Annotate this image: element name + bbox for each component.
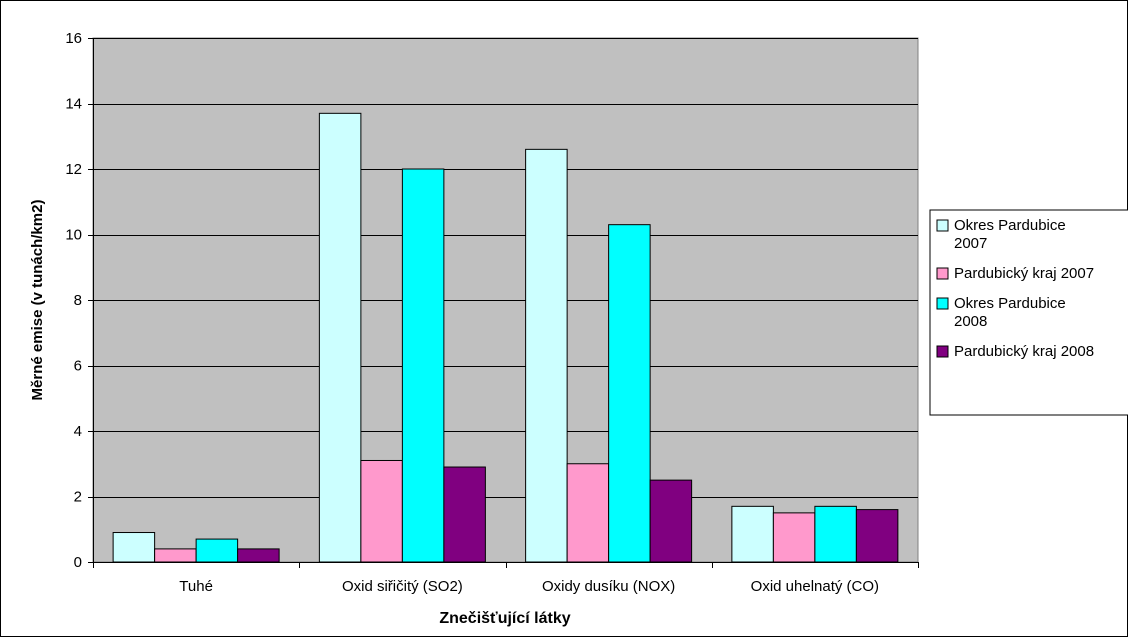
- bar: [112, 532, 156, 563]
- y-tick-label: 14: [65, 96, 82, 113]
- legend-label: 2008: [954, 313, 987, 330]
- x-tick-label: Oxidy dusíku (NOX): [542, 578, 675, 595]
- x-tick-label: Oxid uhelnatý (CO): [751, 578, 879, 595]
- legend-label: Pardubický kraj 2007: [954, 265, 1094, 282]
- y-tick-label: 4: [74, 423, 82, 440]
- bar: [608, 224, 651, 563]
- y-tick-labels: 0 2 4 6 8 10 12 14 16: [65, 30, 82, 571]
- legend-swatch: [936, 345, 949, 358]
- bar: [443, 466, 486, 563]
- x-tick-label: Oxid siřičitý (SO2): [342, 578, 463, 595]
- y-tick-label: 6: [74, 358, 82, 375]
- y-tick-label: 10: [65, 227, 82, 244]
- legend-swatch: [936, 219, 949, 232]
- bar: [360, 459, 403, 563]
- bar: [566, 463, 610, 563]
- legend-label: Pardubický kraj 2008: [954, 343, 1094, 360]
- bar: [318, 112, 362, 563]
- bar: [525, 148, 568, 563]
- y-tick-label: 12: [65, 161, 82, 178]
- x-axis-title: Znečišťující látky: [439, 610, 570, 627]
- gridlines: [93, 38, 918, 498]
- bar: [154, 548, 197, 563]
- bars: [112, 112, 899, 563]
- legend-label: Okres Pardubice: [954, 295, 1066, 312]
- legend-box: [929, 209, 1128, 416]
- bar: [195, 538, 239, 563]
- bar: [401, 168, 445, 563]
- y-tick-label: 8: [74, 292, 82, 309]
- x-tick-label: Tuhé: [179, 578, 213, 595]
- bar: [731, 505, 774, 563]
- y-tick-label: 2: [74, 489, 82, 506]
- legend-label: 2007: [954, 235, 987, 252]
- legend-label: Okres Pardubice: [954, 217, 1066, 234]
- bar: [814, 505, 857, 563]
- bar: [772, 512, 816, 563]
- y-axis-title: Měrné emise (v tunách/km2): [29, 200, 46, 401]
- bar: [237, 548, 280, 563]
- legend-swatch: [936, 297, 949, 310]
- y-tick-label: 0: [74, 554, 82, 571]
- bar: [649, 479, 693, 563]
- y-tick-label: 16: [65, 30, 82, 47]
- axes: [88, 38, 919, 568]
- legend-swatch: [936, 267, 949, 280]
- x-tick-labels: Tuhé Oxid siřičitý (SO2) Oxidy dusíku (NOX…: [179, 578, 879, 595]
- bar: [855, 509, 899, 563]
